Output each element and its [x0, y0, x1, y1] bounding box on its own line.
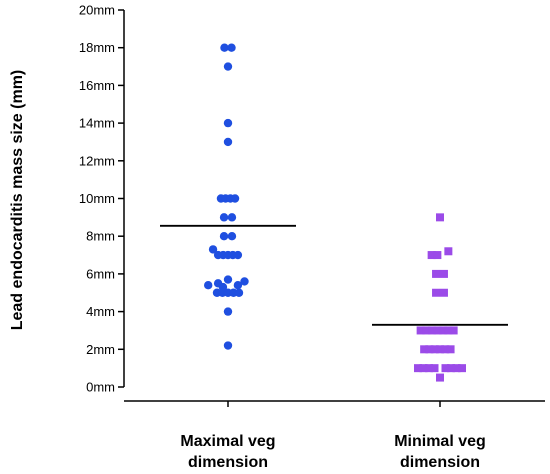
data-point-square	[441, 364, 450, 373]
category-label-line1: Maximal veg	[180, 433, 275, 450]
data-point-circle	[223, 62, 233, 71]
data-point-circle	[234, 288, 244, 297]
y-tick-label: 4mm	[86, 304, 115, 319]
y-tick-label: 2mm	[86, 342, 115, 357]
data-point-square	[433, 326, 442, 335]
y-tick-label: 14mm	[79, 116, 115, 131]
data-point-square	[441, 345, 450, 354]
data-point-square	[425, 364, 433, 373]
category-labels: Maximal veg dimension Minimal veg dimension	[180, 401, 486, 471]
y-axis-title: Lead endocarditis mass size (mm)	[9, 70, 26, 331]
y-tick-label: 12mm	[79, 153, 115, 168]
category-label-line2: dimension	[400, 454, 480, 471]
data-point-square	[427, 251, 436, 260]
data-point-square	[416, 326, 425, 335]
data-point-circle	[204, 281, 213, 290]
data-points	[204, 43, 466, 382]
data-point-circle	[220, 43, 229, 52]
y-tick-label: 0mm	[86, 380, 115, 395]
data-point-square	[428, 326, 437, 335]
data-point-square	[414, 364, 422, 373]
data-point-square	[430, 364, 439, 373]
data-point-circle	[240, 277, 249, 286]
data-point-square	[447, 364, 455, 373]
data-point-square	[420, 345, 429, 354]
data-point-circle	[208, 245, 218, 254]
data-point-circle	[219, 232, 229, 241]
data-point-square	[449, 326, 458, 335]
y-tick-label: 8mm	[86, 229, 115, 244]
data-point-circle	[223, 307, 233, 316]
data-point-square	[436, 373, 444, 382]
category-label-line2: dimension	[188, 454, 268, 471]
data-point-square	[419, 364, 428, 373]
y-tick-label: 16mm	[79, 78, 115, 93]
data-point-circle	[223, 275, 233, 284]
y-tick-label: 10mm	[79, 191, 115, 206]
data-point-circle	[233, 250, 243, 260]
data-point-circle	[227, 213, 237, 222]
data-point-square	[458, 364, 466, 373]
data-point-circle	[223, 341, 233, 350]
data-point-circle	[230, 194, 240, 203]
y-tick-label: 6mm	[86, 266, 115, 281]
category-label-line1: Minimal veg	[394, 433, 486, 450]
data-point-square	[444, 247, 453, 256]
data-point-square	[436, 345, 444, 354]
data-point-square	[422, 326, 431, 335]
data-point-square	[439, 269, 448, 278]
data-point-square	[444, 326, 453, 335]
y-axis: 0mm 2mm 4mm 6mm 8mm 10mm 12mm 14mm 16mm 18mm 20mm	[79, 3, 545, 402]
data-point-square	[446, 345, 455, 354]
data-point-circle	[219, 213, 229, 222]
data-point-circle	[233, 281, 243, 290]
data-point-circle	[227, 232, 237, 241]
data-point-square	[439, 288, 448, 297]
data-point-circle	[223, 118, 233, 128]
data-point-square	[436, 213, 444, 222]
data-point-square	[425, 345, 434, 354]
data-point-square	[452, 364, 461, 373]
data-point-square	[432, 288, 441, 297]
data-point-circle	[227, 43, 236, 52]
data-point-square	[432, 269, 441, 278]
y-tick-label: 20mm	[79, 3, 115, 18]
data-point-circle	[223, 137, 233, 147]
data-point-square	[430, 345, 439, 354]
data-point-square	[433, 251, 442, 260]
y-tick-label: 18mm	[79, 40, 115, 55]
mean-lines	[160, 224, 508, 326]
data-point-square	[439, 326, 448, 335]
